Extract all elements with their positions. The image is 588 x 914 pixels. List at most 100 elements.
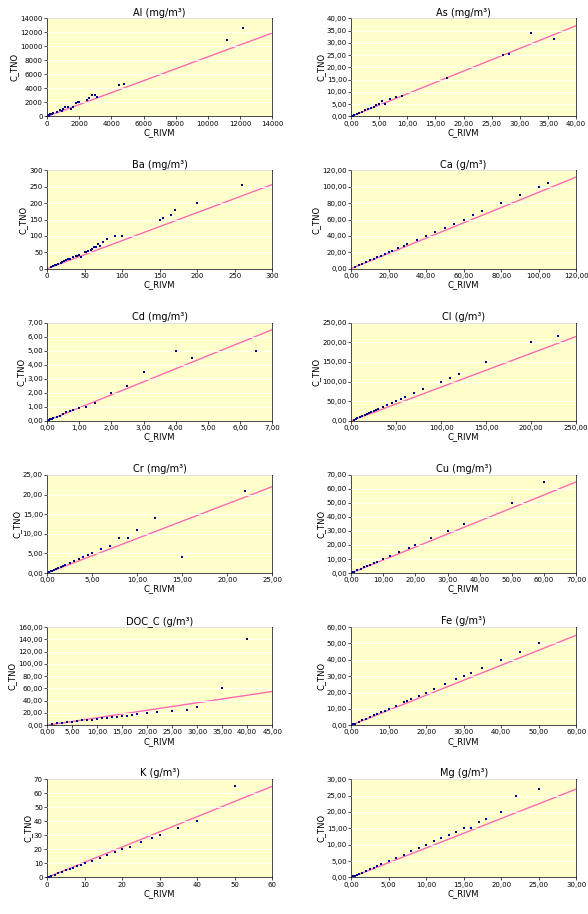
- Point: [192, 814, 202, 829]
- Point: [379, 552, 388, 567]
- Point: [553, 329, 563, 344]
- Point: [378, 399, 387, 414]
- Point: [422, 686, 431, 700]
- Point: [369, 100, 378, 114]
- Point: [45, 108, 54, 122]
- Point: [72, 249, 82, 263]
- Point: [61, 558, 70, 572]
- X-axis label: C_RIVM: C_RIVM: [144, 585, 175, 593]
- Point: [515, 644, 524, 659]
- Point: [450, 217, 459, 231]
- Point: [496, 653, 506, 667]
- Point: [386, 92, 395, 107]
- Point: [380, 703, 389, 717]
- Point: [65, 556, 74, 570]
- Title: Ba (mg/m³): Ba (mg/m³): [132, 160, 188, 170]
- Point: [76, 250, 85, 264]
- Point: [406, 844, 416, 858]
- Point: [515, 187, 524, 202]
- Point: [499, 48, 508, 62]
- Point: [455, 367, 464, 381]
- Point: [399, 239, 408, 253]
- Point: [446, 370, 455, 385]
- Point: [46, 564, 55, 579]
- Point: [373, 858, 382, 873]
- Point: [123, 378, 132, 393]
- Point: [52, 409, 61, 424]
- Point: [60, 100, 69, 114]
- Point: [396, 392, 405, 407]
- Point: [81, 245, 91, 260]
- Point: [354, 258, 363, 272]
- Point: [95, 851, 104, 866]
- Point: [399, 695, 408, 709]
- Point: [376, 857, 386, 872]
- Point: [61, 863, 71, 877]
- Point: [62, 715, 72, 729]
- Point: [75, 95, 84, 110]
- Point: [152, 705, 162, 719]
- Title: As (mg/m³): As (mg/m³): [436, 7, 491, 17]
- Point: [83, 548, 92, 563]
- Point: [348, 565, 358, 579]
- Point: [543, 175, 553, 190]
- Point: [106, 386, 116, 400]
- Point: [92, 712, 102, 727]
- Point: [122, 708, 132, 723]
- Point: [230, 779, 239, 793]
- Point: [171, 344, 181, 358]
- Point: [443, 524, 452, 538]
- Title: Cu (mg/m³): Cu (mg/m³): [436, 464, 492, 474]
- Point: [115, 530, 124, 545]
- Point: [239, 21, 248, 36]
- Point: [128, 708, 137, 723]
- Point: [366, 101, 376, 115]
- Point: [110, 228, 119, 243]
- Point: [352, 867, 362, 882]
- Title: Cl (g/m³): Cl (g/m³): [442, 312, 485, 322]
- Point: [105, 538, 115, 553]
- Point: [482, 355, 491, 369]
- Point: [88, 88, 97, 102]
- Point: [119, 76, 129, 90]
- Point: [88, 546, 97, 560]
- Point: [51, 562, 61, 577]
- Point: [369, 404, 378, 419]
- Point: [363, 101, 373, 116]
- Point: [76, 857, 85, 872]
- Point: [392, 90, 401, 104]
- Point: [55, 409, 65, 423]
- Point: [358, 713, 367, 728]
- Y-axis label: C_TNO: C_TNO: [316, 53, 325, 81]
- Point: [71, 249, 81, 263]
- Point: [51, 258, 61, 272]
- Point: [88, 241, 97, 256]
- Point: [496, 196, 506, 210]
- X-axis label: C_RIVM: C_RIVM: [448, 585, 479, 593]
- Point: [48, 563, 57, 578]
- Point: [539, 474, 549, 489]
- Point: [118, 842, 127, 856]
- Point: [81, 399, 91, 414]
- Point: [395, 545, 404, 559]
- Point: [350, 717, 359, 731]
- Point: [54, 257, 63, 271]
- Point: [459, 212, 469, 227]
- Y-axis label: C_TNO: C_TNO: [24, 814, 32, 843]
- Point: [54, 866, 63, 880]
- Point: [88, 854, 97, 868]
- Point: [412, 233, 422, 248]
- X-axis label: C_RIVM: C_RIVM: [144, 128, 175, 137]
- Point: [397, 89, 406, 103]
- Point: [46, 868, 55, 883]
- Point: [385, 549, 395, 564]
- Point: [58, 101, 68, 116]
- Point: [369, 556, 378, 570]
- Point: [91, 396, 100, 410]
- Point: [102, 847, 112, 862]
- Point: [48, 717, 57, 731]
- Point: [155, 828, 164, 843]
- Point: [50, 867, 59, 882]
- Point: [159, 210, 168, 225]
- Point: [399, 847, 408, 862]
